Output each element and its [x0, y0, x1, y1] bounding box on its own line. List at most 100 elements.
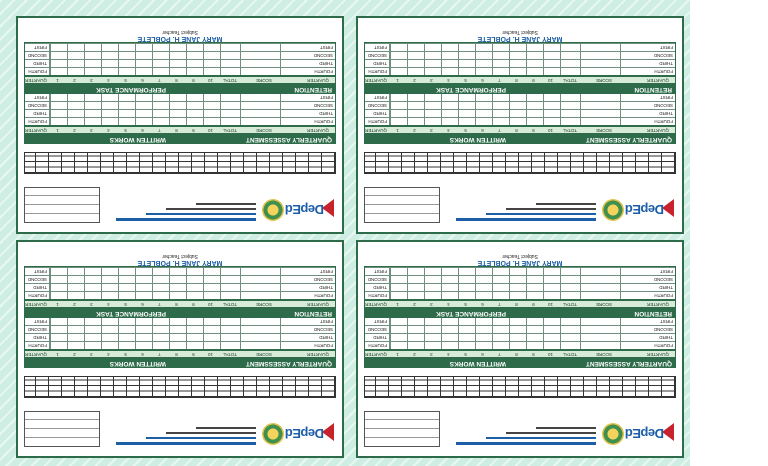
item-number-header: 5: [464, 352, 467, 357]
quarter-row: THIRD THIRD: [365, 283, 675, 291]
school-seal-icon: [602, 423, 624, 445]
total-header: TOTAL: [222, 302, 238, 307]
grid-line: [526, 267, 527, 299]
item-number-header: 8: [515, 302, 518, 307]
grid-line: [526, 43, 527, 75]
item-number-header: 2: [413, 78, 416, 83]
grid-line: [543, 43, 544, 75]
score-header: SCORE: [256, 302, 273, 307]
quarter-header: QUARTER: [25, 352, 47, 357]
grid-line: [135, 267, 136, 299]
quarter-label: FIRST: [374, 45, 387, 50]
school-seal-icon: [602, 199, 624, 221]
quarter-label: FIRST: [660, 269, 673, 274]
grid-line: [407, 93, 408, 125]
grid-line: [152, 43, 153, 75]
grid-line: [389, 267, 390, 299]
quarter-label: SECOND: [27, 327, 47, 332]
quarter-row: THIRD THIRD: [25, 59, 335, 67]
item-number-header: 10: [208, 352, 214, 357]
item-number-header: 10: [208, 128, 214, 133]
teacher-role: Subject Teacher: [502, 29, 538, 35]
grid-line: [50, 267, 51, 299]
deped-logo: DepEd: [285, 197, 334, 219]
performance-task-rows: FOURTH FOURTH THIRD THIRD SECOND SECOND FIRST F…: [24, 266, 336, 300]
performance-task-subheader: QUARTER SCORE TOTAL 10 9 8 7 6 5 4 3 2 1 QUARTER: [364, 76, 676, 84]
total-header: TOTAL: [222, 128, 238, 133]
grid-line: [543, 93, 544, 125]
item-number-header: 3: [90, 302, 93, 307]
quarter-label: FIRST: [660, 95, 673, 100]
item-number-header: 6: [481, 78, 484, 83]
quarter-header: QUARTER: [365, 78, 387, 83]
item-number-header: 5: [464, 78, 467, 83]
grid-line: [101, 267, 102, 299]
written-works-title: WRITTEN WORKS: [449, 360, 506, 367]
item-number-header: 3: [430, 78, 433, 83]
item-number-header: 3: [90, 128, 93, 133]
total-header: TOTAL: [222, 352, 238, 357]
grid-line: [390, 267, 391, 299]
record-card: DepEd QUARTERLY ASSESSMENT WRITTEN WORKS…: [356, 240, 684, 458]
performance-task-rows: FOURTH FOURTH THIRD THIRD SECOND SECOND FIRST F…: [24, 42, 336, 76]
quarter-header: QUARTER: [25, 128, 47, 133]
quarter-label: FIRST: [320, 269, 333, 274]
quarter-header: QUARTER: [307, 302, 329, 307]
grid-line: [620, 93, 621, 125]
item-number-header: 8: [175, 302, 178, 307]
grid-line: [50, 43, 51, 75]
grid-line: [67, 317, 68, 349]
grid-line: [67, 43, 68, 75]
written-works-title: WRITTEN WORKS: [109, 360, 166, 367]
performance-task-title: PERFORMANCE TASK: [96, 86, 166, 93]
retention-title: RETENTION: [634, 310, 672, 317]
item-number-header: 10: [208, 78, 214, 83]
grid-line: [509, 317, 510, 349]
grid-line: [509, 93, 510, 125]
grid-line: [407, 43, 408, 75]
item-number-header: 8: [175, 78, 178, 83]
grid-line: [118, 93, 119, 125]
grid-line: [560, 93, 561, 125]
quarter-label: THIRD: [659, 335, 673, 340]
item-number-header: 10: [548, 128, 554, 133]
grid-line: [118, 43, 119, 75]
quarter-header: QUARTER: [307, 78, 329, 83]
quarter-row: SECOND SECOND: [25, 101, 335, 109]
grid-line: [203, 43, 204, 75]
item-number-header: 2: [73, 302, 76, 307]
quarter-header: QUARTER: [365, 352, 387, 357]
grid-line: [220, 93, 221, 125]
score-header: SCORE: [596, 128, 613, 133]
quarter-label: THIRD: [319, 335, 333, 340]
quarter-label: FOURTH: [28, 69, 47, 74]
grid-line: [118, 317, 119, 349]
quarter-row: SECOND SECOND: [365, 275, 675, 283]
grid-line: [458, 93, 459, 125]
quarter-row: SECOND SECOND: [25, 325, 335, 333]
logo-text: DepEd: [285, 202, 324, 217]
written-works-rows: FOURTH FOURTH THIRD THIRD SECOND SECOND FIRST F…: [364, 316, 676, 350]
quarter-label: FOURTH: [368, 293, 387, 298]
quarter-label: SECOND: [313, 103, 333, 108]
school-banner: DepEd: [24, 405, 336, 453]
grid-line: [424, 43, 425, 75]
quarter-label: FOURTH: [654, 69, 673, 74]
item-number-header: 10: [548, 302, 554, 307]
performance-task-title: PERFORMANCE TASK: [96, 310, 166, 317]
performance-task-subheader: QUARTER SCORE TOTAL 10 9 8 7 6 5 4 3 2 1 QUARTER: [24, 300, 336, 308]
school-info: [106, 424, 256, 445]
score-header: SCORE: [596, 78, 613, 83]
logo-text: DepEd: [625, 202, 664, 217]
student-info-box: [364, 411, 440, 447]
quarter-row: FOURTH FOURTH: [25, 341, 335, 349]
logo-text: DepEd: [625, 426, 664, 441]
quarter-header: QUARTER: [365, 128, 387, 133]
grid-line: [186, 317, 187, 349]
school-banner: DepEd: [364, 405, 676, 453]
quarter-header: QUARTER: [307, 128, 329, 133]
written-works-subheader: QUARTER SCORE TOTAL 10 9 8 7 6 5 4 3 2 1 QUARTER: [24, 126, 336, 134]
grid-line: [475, 43, 476, 75]
quarter-row: FOURTH FOURTH: [365, 117, 675, 125]
quarter-label: FIRST: [320, 319, 333, 324]
